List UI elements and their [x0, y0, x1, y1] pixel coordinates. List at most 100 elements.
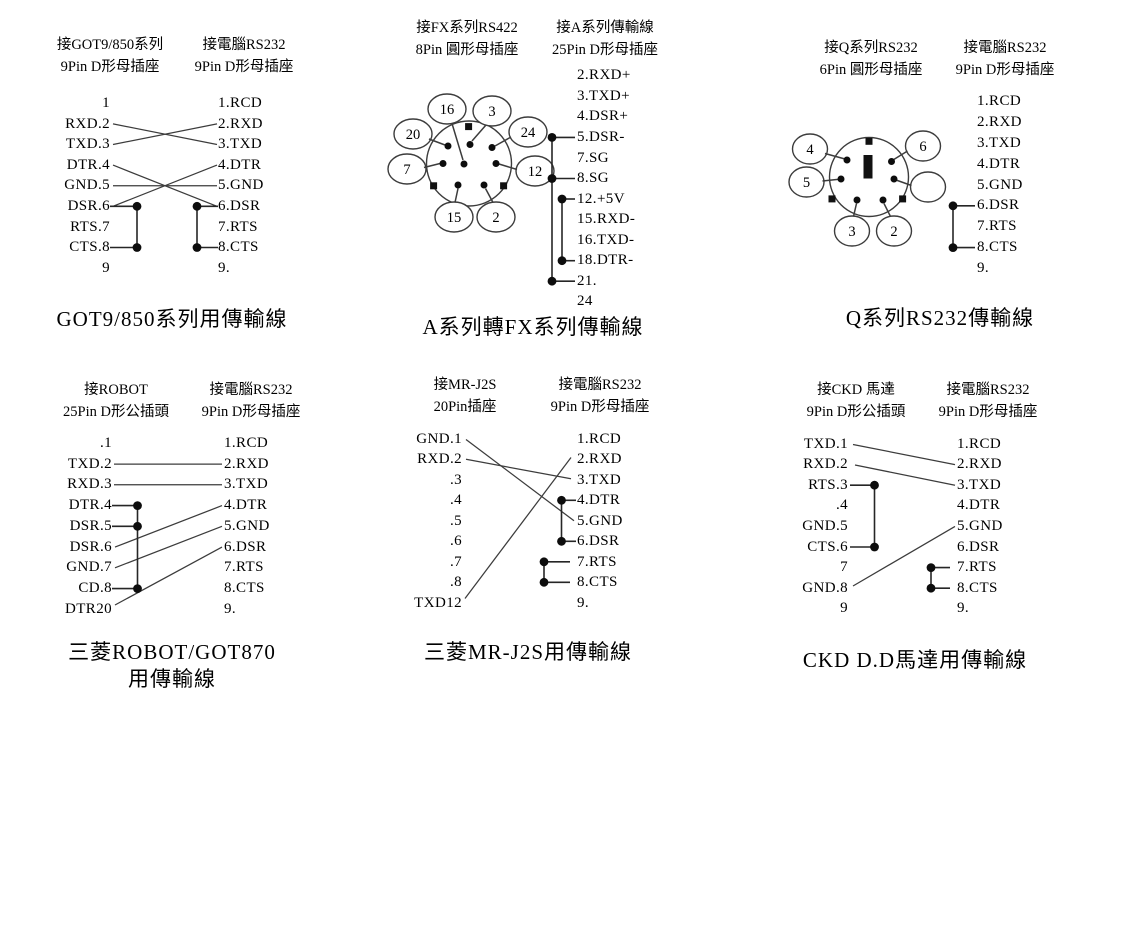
bubble-leader: [822, 178, 840, 182]
bubble-label: 4: [806, 142, 814, 158]
bubble-leader: [428, 138, 446, 146]
pin-label: TXD12: [414, 594, 462, 611]
pin-label: 21.: [577, 272, 597, 289]
header-line: 25Pin D形母插座: [552, 42, 658, 58]
header-line: 接ROBOT: [84, 382, 148, 398]
d6-left-header: 接CKD 馬達 9Pin D形公插頭: [781, 379, 931, 423]
d6-right-header: 接電腦RS232 9Pin D形母插座: [913, 379, 1063, 423]
header-line: 9Pin D形母插座: [955, 62, 1055, 78]
bubble-leader: [471, 124, 487, 142]
key-notch: [828, 195, 836, 203]
pin-label: 7.RTS: [977, 218, 1017, 235]
bubble-leader: [852, 203, 858, 217]
bubble-label: 5: [803, 175, 810, 191]
wire: [114, 505, 223, 548]
pin-label: 3.TXD: [957, 476, 1002, 493]
pin-label: 1.RCD: [224, 434, 269, 451]
pin-dot: [853, 196, 861, 204]
caption-line: 三菱MR-J2S用傳輸線: [423, 640, 633, 664]
bubble-leader: [824, 152, 846, 160]
pin-label: 4.DSR+: [577, 108, 629, 125]
wire: [852, 443, 956, 466]
d6-right-pin-column: 1.RCD 2.RXD 3.TXD 4.DTR 5.GND 6.DSR 7.RTS 8.CTS…: [957, 434, 1047, 619]
wire: [465, 439, 575, 522]
pin-label: 9.: [977, 260, 990, 277]
d1-left-header: 接GOT9/850系列 9Pin D形母插座: [35, 34, 185, 78]
bubble-leader: [498, 163, 518, 171]
pin-label: 6.DSR: [577, 533, 620, 549]
pin-dot: [488, 144, 496, 151]
pin-label: 9.: [218, 259, 231, 276]
wire: [852, 525, 956, 587]
d5-left-pin-column: GND.1 RXD.2 .3 .4 .5 .6 .7 .8 TXD12: [372, 429, 462, 614]
solder-dot: [557, 495, 566, 505]
pin-label: 3.TXD: [977, 134, 1022, 151]
header-line: 接電腦RS232: [202, 37, 286, 53]
pin-label: 15.RXD-: [577, 211, 636, 228]
bubble-leader: [895, 179, 912, 187]
header-line: 9Pin D形母插座: [550, 399, 650, 415]
d2-jumpers: [547, 133, 575, 286]
header-line: 6Pin 圓形母插座: [819, 62, 923, 78]
pin-label: TXD.1: [803, 435, 848, 452]
bubble-leader: [494, 136, 512, 147]
pin-label: .4: [835, 497, 848, 514]
pin-label: 7.RTS: [957, 559, 997, 576]
header-line: 接FX系列RS422: [416, 20, 518, 36]
d5-wiring: [464, 439, 576, 599]
pin-label: GND.5: [64, 177, 110, 194]
d1-caption: GOT9/850系列用傳輸線: [42, 306, 302, 333]
key-notch: [899, 195, 907, 203]
caption-line: 三菱ROBOT/GOT870: [68, 640, 276, 664]
d3-caption: Q系列RS232傳輸線: [810, 305, 1070, 332]
wire: [465, 458, 572, 480]
pin-label: 8.CTS: [224, 580, 265, 597]
header-line: 接電腦RS232: [946, 382, 1030, 398]
pin-label: 6.DSR: [218, 197, 261, 214]
pin-label: CD.8: [78, 580, 112, 597]
d4-left-header: 接ROBOT 25Pin D形公插頭: [41, 379, 191, 423]
bubble-leader: [423, 162, 441, 169]
solder-dot: [948, 243, 958, 253]
pin-label: .8: [449, 574, 462, 590]
d5-caption: 三菱MR-J2S用傳輸線: [398, 639, 658, 666]
pin-label: 1.RCD: [577, 430, 622, 447]
pin-label: .4: [449, 492, 462, 508]
pin-label: 2.RXD+: [577, 67, 631, 84]
pin-label: 9.: [577, 594, 590, 611]
d1-left-pin-column: 1 RXD.2 TXD.3 DTR.4 GND.5 DSR.6 RTS.7 CTS.8 9: [20, 93, 110, 278]
pin-bubble: [393, 118, 433, 150]
header-line: 接電腦RS232: [209, 382, 293, 398]
pin-dot: [466, 141, 474, 148]
d3-right-header: 接電腦RS232 9Pin D形母插座: [930, 37, 1080, 81]
solder-dot: [192, 201, 202, 211]
solder-dot: [926, 563, 936, 572]
caption-line: A系列轉FX系列傳輸線: [422, 315, 644, 339]
pin-label: 16.TXD-: [577, 231, 635, 248]
bubble-label: 16: [440, 102, 455, 118]
pin-label: 7.RTS: [224, 559, 264, 576]
d4-left-pin-column: .1 TXD.2 RXD.3 DTR.4 DSR.5 DSR.6 GND.7 CD.8 DTR2…: [22, 433, 112, 620]
d1-right-pin-column: 1.RCD 2.RXD 3.TXD 4.DTR 5.GND 6.DSR 7.RTS 8.CTS…: [218, 93, 308, 278]
pin-label: 4.DTR: [218, 156, 262, 173]
pin-dot: [890, 175, 898, 183]
pin-label: RXD.2: [417, 451, 462, 467]
caption-line: 用傳輸線: [128, 667, 216, 691]
pin-label: 4.DTR: [577, 492, 621, 508]
solder-dot: [557, 256, 567, 266]
d4-wiring: [112, 463, 223, 606]
wire: [464, 457, 572, 599]
pin-label: 9: [840, 600, 848, 617]
pin-label: RXD.2: [65, 115, 110, 132]
pin-label: 5.GND: [224, 517, 270, 534]
header-line: 9Pin D形母插座: [938, 404, 1038, 420]
wire: [112, 164, 218, 207]
d3-connector: 4 6 5 3 2: [788, 130, 947, 247]
pin-label: GND.7: [66, 559, 112, 576]
pin-bubble: [508, 116, 548, 148]
pin-label: DTR.4: [68, 497, 112, 514]
d1-wiring: [110, 123, 218, 252]
pin-bubble: [472, 95, 512, 127]
caption-line: GOT9/850系列用傳輸線: [56, 307, 288, 331]
